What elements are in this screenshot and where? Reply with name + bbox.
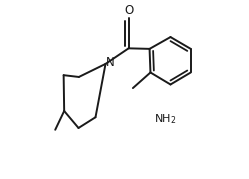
Text: N: N bbox=[106, 56, 114, 69]
Text: O: O bbox=[124, 4, 133, 17]
Text: NH$_2$: NH$_2$ bbox=[154, 113, 176, 127]
